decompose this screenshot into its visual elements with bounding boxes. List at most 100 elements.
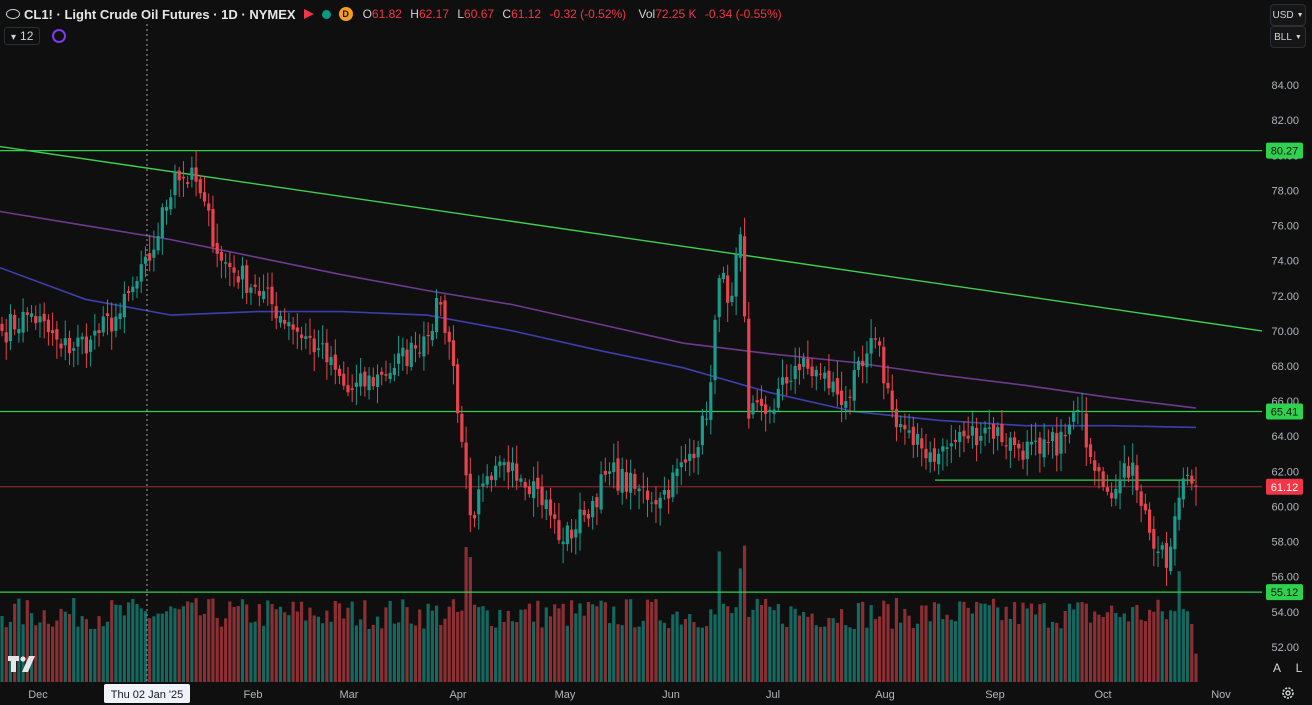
- candle-body: [780, 377, 785, 385]
- volume-label: Vol: [638, 7, 656, 21]
- symbol-title[interactable]: Light Crude Oil Futures · 1D · NYMEX: [64, 6, 296, 22]
- candle: [489, 472, 494, 492]
- candle: [886, 365, 890, 394]
- volume-bar: [211, 598, 215, 682]
- volume-bar: [405, 607, 409, 682]
- candle: [105, 299, 110, 335]
- candle: [451, 325, 456, 385]
- candle-body: [219, 251, 223, 261]
- candle: [270, 272, 274, 321]
- candle: [983, 421, 987, 447]
- candle: [996, 422, 1000, 451]
- volume-bar: [1017, 623, 1021, 682]
- candle: [67, 330, 72, 366]
- candle: [561, 527, 565, 564]
- candle-body: [1038, 437, 1042, 454]
- volume-bar: [89, 628, 93, 682]
- candle-body: [759, 398, 764, 406]
- volume-bar: [532, 621, 536, 682]
- candle-body: [1076, 409, 1080, 412]
- volume-bar: [502, 622, 506, 682]
- flag-icon[interactable]: [303, 9, 314, 19]
- volume-bar: [198, 615, 202, 682]
- log-scale-button[interactable]: L: [1295, 661, 1303, 675]
- candle: [582, 501, 586, 522]
- volume-bar: [274, 609, 278, 682]
- auto-scale-button[interactable]: A: [1272, 661, 1281, 675]
- volume-bar: [13, 603, 17, 682]
- volume-bar: [869, 605, 873, 682]
- gear-icon[interactable]: [1280, 685, 1296, 701]
- candle-body: [67, 337, 72, 354]
- volume-bar: [464, 547, 468, 682]
- candle: [937, 448, 941, 475]
- candle-body: [266, 287, 270, 289]
- eye-icon[interactable]: [6, 9, 20, 19]
- candle: [139, 250, 143, 294]
- candle: [1139, 484, 1143, 523]
- candle-body: [877, 341, 882, 346]
- candle-body: [308, 335, 312, 338]
- unit-select[interactable]: BLL ▼: [1270, 26, 1306, 48]
- candle-body: [603, 470, 607, 475]
- candle-body: [1059, 431, 1063, 454]
- candle: [443, 294, 447, 345]
- candle-body: [363, 371, 367, 387]
- candle-body: [447, 331, 451, 342]
- candle-body: [42, 313, 46, 322]
- candle-body: [953, 439, 958, 442]
- volume-bar: [650, 601, 654, 682]
- candle-body: [202, 192, 207, 202]
- candle-body: [924, 448, 928, 459]
- volume-bar: [21, 624, 25, 682]
- candle-body: [93, 330, 97, 336]
- volume-bar: [270, 604, 274, 682]
- volume-bar: [523, 609, 527, 682]
- volume-bar: [835, 622, 839, 682]
- candle: [958, 425, 962, 458]
- volume-bar: [59, 608, 63, 682]
- volume-bar: [152, 616, 156, 682]
- candle: [839, 371, 844, 423]
- volume-bar: [911, 627, 915, 682]
- indicator-circle-icon[interactable]: [52, 29, 67, 43]
- level-price-tag-label: 55.12: [1271, 587, 1299, 599]
- candle: [1101, 466, 1105, 491]
- currency-select[interactable]: USD ▼: [1270, 4, 1306, 26]
- volume-bar: [793, 608, 797, 682]
- candle-body: [1164, 543, 1169, 568]
- candle: [818, 362, 823, 380]
- candle-body: [865, 353, 869, 368]
- candle-body: [591, 500, 595, 518]
- volume-bar: [1038, 604, 1042, 682]
- volume-bar: [257, 604, 261, 682]
- candle: [8, 304, 13, 351]
- indicator-toggle[interactable]: ▾ 12: [4, 27, 67, 45]
- candle-body: [852, 369, 856, 401]
- dividend-badge[interactable]: D: [338, 7, 353, 21]
- candle-body: [544, 499, 548, 510]
- candle: [692, 440, 696, 473]
- symbol-name[interactable]: CL1!: [24, 6, 53, 22]
- candle-body: [907, 430, 911, 433]
- candle-body: [979, 436, 983, 441]
- candle-body: [422, 336, 426, 357]
- volume-bar: [456, 611, 460, 682]
- candle: [734, 247, 738, 316]
- candle: [143, 246, 148, 278]
- candle: [742, 217, 747, 323]
- candle: [329, 345, 333, 376]
- candle: [679, 445, 683, 486]
- candle: [363, 366, 367, 397]
- candle: [861, 345, 865, 384]
- candle: [42, 302, 46, 339]
- volume-bar: [363, 600, 367, 682]
- candle-body: [494, 465, 498, 481]
- candle-body: [882, 346, 886, 384]
- candle: [721, 266, 726, 283]
- volume-bar: [1093, 611, 1097, 682]
- candle-body: [485, 476, 489, 485]
- candle-body: [139, 264, 143, 282]
- candle: [413, 331, 418, 363]
